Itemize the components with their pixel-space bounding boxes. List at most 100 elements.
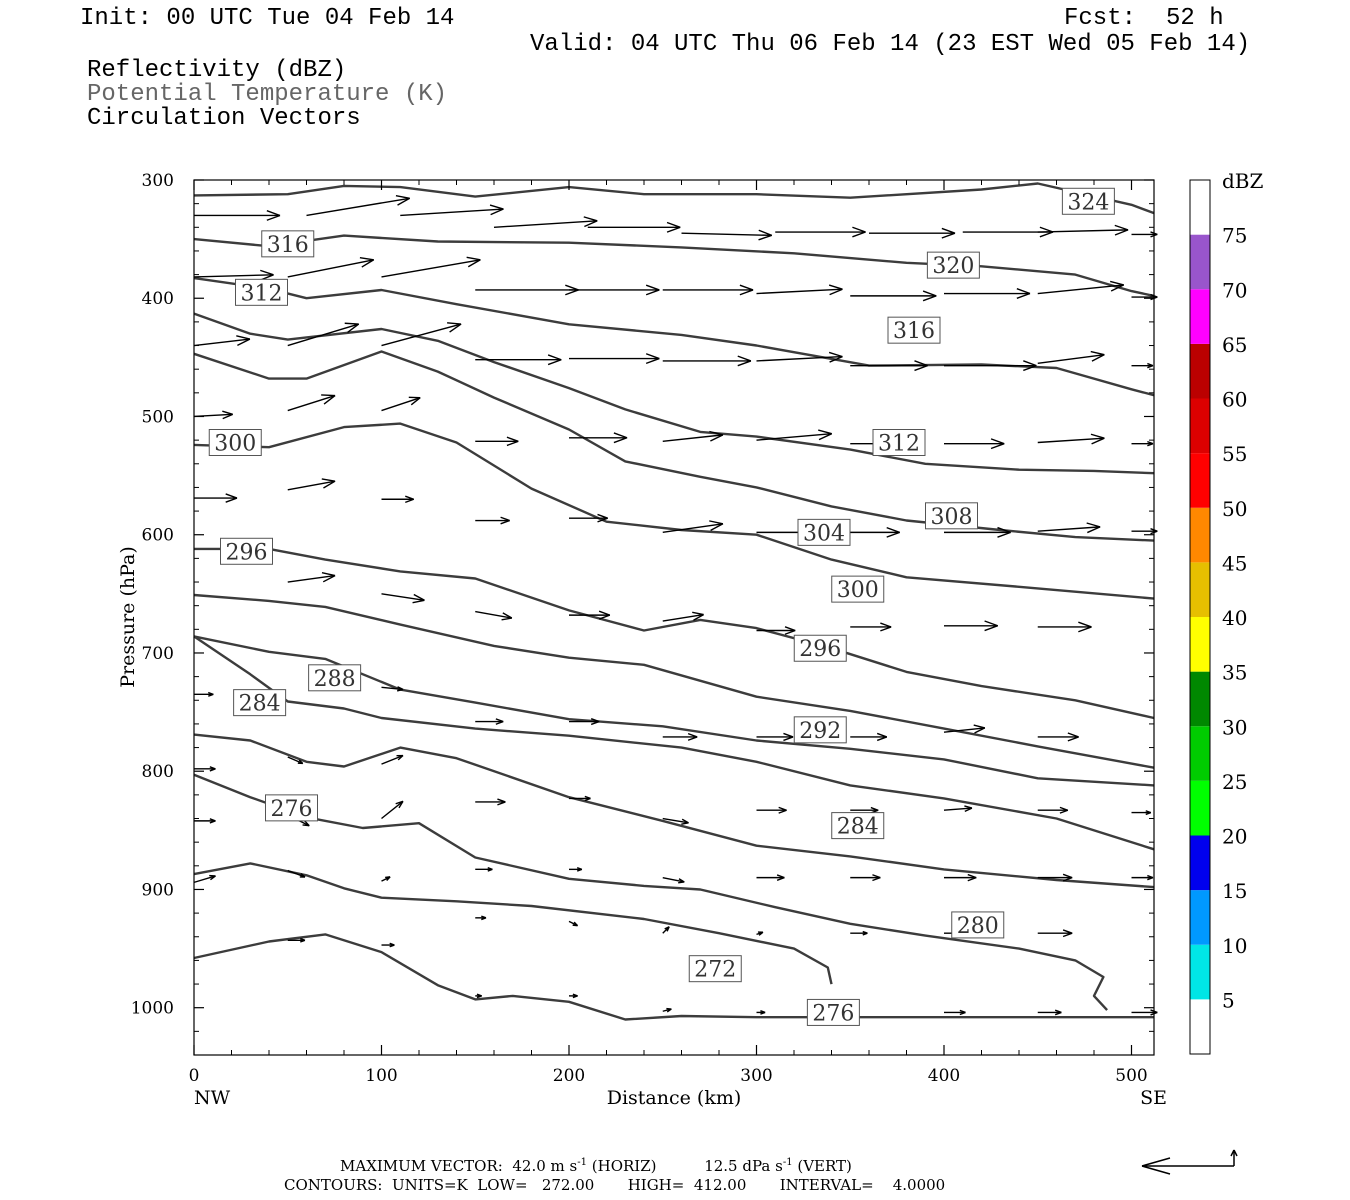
circulation-vectors: [193, 195, 1158, 1016]
horiz-vector-label: (HORIZ): [591, 1157, 657, 1175]
circulation-vector: [569, 432, 628, 444]
svg-text:320: 320: [932, 254, 974, 279]
circulation-vector: [193, 269, 274, 281]
circulation-vector: [1037, 350, 1105, 364]
circulation-vector: [943, 805, 973, 812]
circulation-vector: [381, 876, 391, 882]
colorbar-segment: [1190, 671, 1210, 727]
y-tick-label: 900: [142, 880, 174, 900]
init-time: Init: 00 UTC Tue 04 Feb 14: [80, 5, 455, 32]
svg-text:308: 308: [931, 505, 973, 530]
circulation-vector: [287, 322, 360, 347]
circulation-vector: [193, 874, 216, 884]
vert-vector-value: 12.5 dPa s: [704, 1157, 783, 1175]
contours-info: CONTOURS: UNITS=K LOW= 272.00 HIGH= 412.…: [284, 1176, 946, 1194]
svg-text:276: 276: [271, 797, 313, 822]
vert-vector-label: (VERT): [797, 1157, 852, 1175]
circulation-vector: [756, 874, 785, 881]
svg-text:316: 316: [267, 233, 309, 258]
x-axis-title: Distance (km): [607, 1087, 742, 1109]
svg-text:288: 288: [314, 667, 356, 692]
circulation-vector: [662, 876, 685, 884]
circulation-vector: [475, 718, 504, 725]
circulation-vector: [569, 513, 608, 523]
forecast-label: Fcst:: [1064, 5, 1137, 32]
circulation-vector: [756, 351, 843, 363]
isentrope-line: [193, 234, 1155, 298]
colorbar-segment: [1190, 343, 1210, 399]
svg-text:324: 324: [1067, 190, 1109, 215]
svg-text:304: 304: [803, 521, 845, 546]
circulation-vector: [381, 686, 404, 692]
circulation-vector: [475, 798, 506, 806]
circulation-vector: [475, 436, 519, 447]
circulation-vector: [944, 360, 1037, 372]
svg-text:284: 284: [239, 692, 281, 717]
circulation-vector: [1131, 810, 1152, 816]
contour-label: 284: [233, 689, 287, 717]
circulation-vector: [1037, 224, 1129, 236]
circulation-vector: [306, 195, 411, 217]
colorbar-segment: [1190, 944, 1210, 1000]
circulation-vector: [850, 622, 892, 632]
circulation-vector: [493, 216, 598, 228]
isentrope-line: [193, 933, 1154, 1021]
circulation-vector: [1037, 929, 1073, 938]
circulation-vector: [943, 724, 986, 734]
colorbar-segment: [1190, 398, 1210, 454]
max-vector-label: MAXIMUM VECTOR:: [340, 1157, 503, 1175]
x-tick-label: 0: [189, 1066, 200, 1086]
circulation-vector: [475, 866, 493, 872]
contour-labels: 324 320 316 316 312 312 308 304 300 300 296 296 292 2…: [208, 187, 1115, 1026]
circulation-vector: [287, 394, 336, 412]
y-tick-label: 300: [142, 171, 174, 191]
circulation-vector: [756, 1010, 766, 1015]
circulation-vector: [400, 204, 504, 217]
colorbar-level-label: 45: [1222, 551, 1247, 575]
circulation-vector: [287, 756, 304, 765]
colorbar-level-label: 35: [1222, 661, 1247, 685]
contour-label: 288: [308, 664, 362, 692]
circulation-vector: [287, 572, 336, 583]
y-tick-label: 500: [142, 407, 174, 427]
colorbar-segment: [1190, 234, 1210, 290]
circulation-vector: [381, 800, 404, 820]
contour-label: 312: [235, 278, 288, 306]
circulation-vector: [662, 926, 670, 934]
circulation-vector: [381, 942, 395, 948]
y-tick-label: 1000: [131, 999, 174, 1019]
colorbar-title: dBZ: [1222, 169, 1264, 193]
colorbar-level-label: 15: [1222, 879, 1247, 903]
max-vector-line: MAXIMUM VECTOR: 42.0 m s-1 (HORIZ) 12.5 …: [340, 1157, 852, 1175]
x-tick-label: 200: [553, 1066, 585, 1086]
colorbar-level-label: 65: [1222, 333, 1247, 357]
circulation-vector: [569, 866, 583, 872]
x-tick-label: 100: [365, 1066, 397, 1086]
field-circulation-vectors: Circulation Vectors: [87, 105, 361, 132]
circulation-vector: [944, 620, 998, 632]
svg-text:272: 272: [694, 958, 736, 983]
colorbar-level-label: 30: [1222, 715, 1247, 739]
colorbar-segment: [1190, 726, 1210, 781]
circulation-vector: [756, 732, 794, 742]
circulation-vector: [1037, 732, 1079, 742]
circulation-vector: [1037, 1009, 1062, 1016]
svg-text:284: 284: [837, 815, 879, 840]
circulation-vector: [287, 869, 306, 878]
circulation-vector: [662, 817, 689, 825]
circulation-vector: [194, 766, 216, 772]
circulation-vector: [662, 732, 698, 741]
svg-text:276: 276: [812, 1001, 854, 1026]
circulation-vector: [869, 227, 956, 239]
isentrope-line: [193, 276, 1155, 397]
circulation-vector: [944, 438, 1005, 450]
circulation-vector: [850, 526, 900, 538]
contour-label: 280: [951, 911, 1005, 939]
colorbar-segment: [1190, 999, 1210, 1054]
contour-label: 312: [872, 429, 926, 457]
circulation-vector: [194, 818, 216, 824]
circulation-vector: [475, 915, 487, 921]
contour-label: 324: [1061, 187, 1115, 215]
colorbar-segment: [1190, 835, 1210, 891]
contour-label: 276: [806, 998, 860, 1026]
